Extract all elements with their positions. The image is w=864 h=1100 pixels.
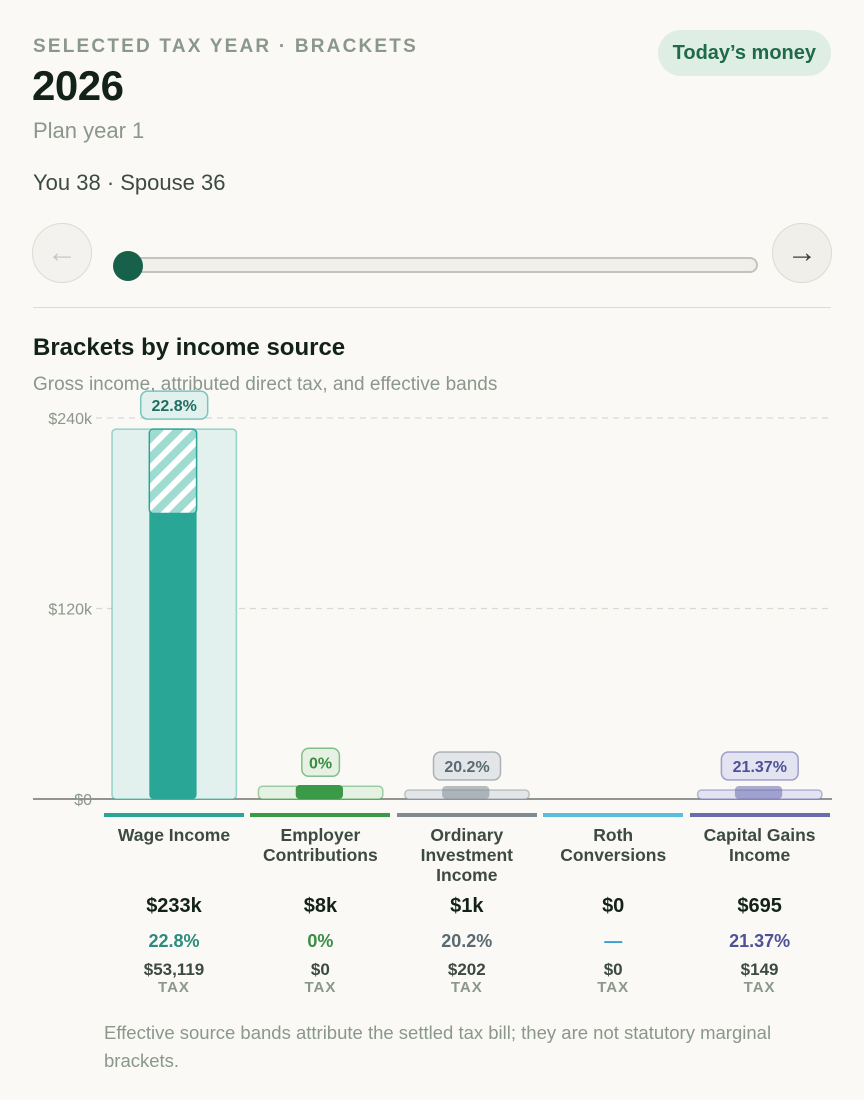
source-amount: $233k (146, 895, 202, 917)
net-income-bar (149, 429, 197, 799)
rate-pill (720, 751, 799, 781)
year-slider-thumb[interactable] (113, 251, 143, 281)
source-column: Employer Contributions $8k 0% $0 TAX (250, 813, 391, 996)
source-tax: $53,119 (143, 960, 205, 979)
y-tick-label: $0 (74, 792, 92, 809)
source-rate: — (604, 931, 623, 951)
source-color-rule (689, 813, 830, 817)
y-tick-label: $120k (48, 602, 93, 619)
source-name: Employer Contributions (263, 825, 378, 865)
rate-label: 21.37% (733, 759, 787, 776)
source-color-rule (543, 813, 684, 817)
next-year-button[interactable]: → (772, 223, 832, 283)
source-amount: $695 (737, 895, 782, 917)
section-subtitle: Gross income, attributed direct tax, and… (33, 374, 498, 395)
source-amount: $8k (303, 895, 338, 917)
source-color-rule (104, 813, 244, 817)
source-tax-label: TAX (743, 979, 776, 996)
rate-pill (432, 751, 502, 781)
source-column: Ordinary Investment Income $1k 20.2% $202 TA… (396, 813, 537, 996)
currency-mode-badge[interactable]: Today’s money (657, 30, 831, 76)
source-column: Capital Gains Income $695 21.37% $149 TAX (689, 813, 830, 996)
plan-year-label: Plan year 1 (33, 118, 145, 143)
tax-band (734, 786, 783, 799)
year-slider-track[interactable] (114, 257, 758, 273)
source-tax-label: TAX (450, 979, 483, 996)
gross-bar (111, 428, 238, 800)
source-rate: 20.2% (441, 931, 493, 951)
gross-bar (404, 789, 530, 800)
source-column: Wage Income $233k 22.8% $53,119 TAX (104, 813, 244, 996)
previous-year-button[interactable]: ← (32, 223, 92, 283)
gross-bar (696, 789, 823, 800)
arrow-left-icon: ← (47, 236, 77, 269)
eyebrow-label: SELECTED TAX YEAR · BRACKETS (33, 36, 418, 57)
source-tax: $149 (740, 960, 779, 979)
arrow-right-icon: → (787, 236, 817, 269)
source-name: Capital Gains Income (703, 825, 816, 865)
footnote: Effective source bands attribute the set… (104, 1022, 772, 1071)
rate-label: 0% (309, 755, 332, 772)
tax-band (442, 786, 490, 799)
rate-label: 22.8% (152, 398, 197, 415)
rate-label: 20.2% (444, 759, 489, 776)
source-amount: $0 (602, 895, 625, 917)
source-tax: $0 (310, 960, 330, 979)
source-rate: 21.37% (729, 931, 791, 951)
source-color-rule (396, 813, 537, 817)
section-title: Brackets by income source (33, 334, 346, 361)
source-name: Wage Income (117, 825, 231, 845)
source-tax: $202 (447, 960, 486, 979)
source-column: Roth Conversions $0— $0 TAX (543, 813, 684, 996)
source-tax-label: TAX (597, 979, 630, 996)
source-color-rule (250, 813, 391, 817)
source-rate: 0% (307, 931, 334, 951)
tax-band (148, 428, 198, 515)
source-name: Roth Conversions (560, 825, 667, 865)
ages-label: You 38 · Spouse 36 (33, 170, 226, 195)
source-tax-label: TAX (158, 979, 190, 996)
section-divider (33, 307, 831, 308)
y-tick-label: $240k (48, 411, 93, 428)
source-tax-label: TAX (304, 979, 337, 996)
source-tax: $0 (603, 960, 623, 979)
source-columns: Wage Income $233k 22.8% $53,119 TAX Employer … (104, 813, 832, 1003)
source-name: Ordinary Investment Income (420, 825, 513, 885)
gross-bar (257, 785, 384, 800)
source-rate: 22.8% (148, 931, 200, 951)
tax-band (295, 785, 343, 799)
source-amount: $1k (450, 895, 484, 917)
selected-year: 2026 (32, 62, 124, 109)
rate-pill (301, 747, 341, 778)
